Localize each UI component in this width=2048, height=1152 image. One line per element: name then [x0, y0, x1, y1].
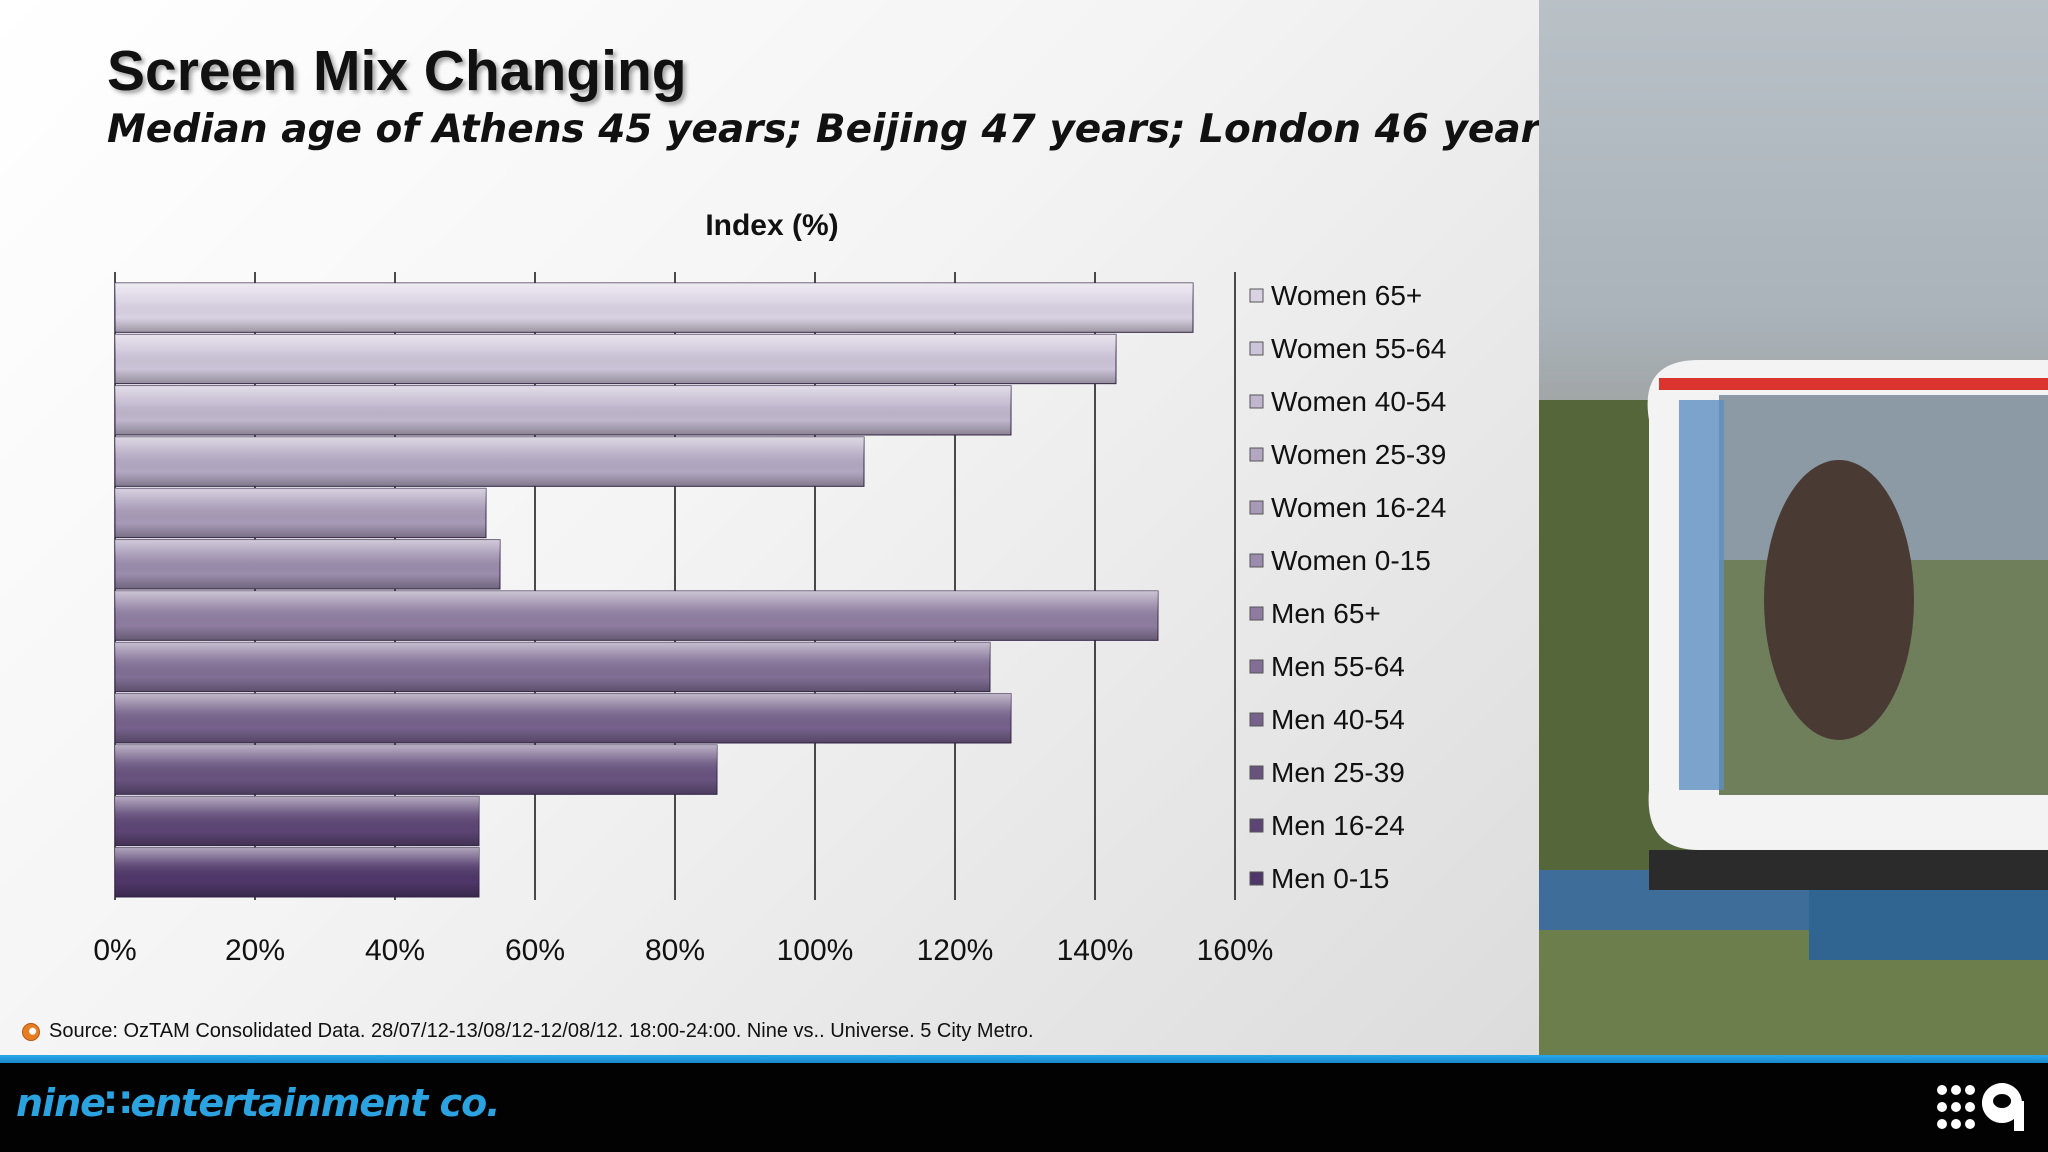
bar-shine [115, 693, 1011, 743]
bar-shine [115, 796, 479, 846]
legend-label: Women 55-64 [1271, 333, 1446, 364]
footer-bar: nine∷entertainment co. [0, 1063, 2048, 1152]
legend-swatch [1249, 341, 1264, 356]
legend-swatch [1249, 765, 1264, 780]
source-note: Source: OzTAM Consolidated Data. 28/07/1… [22, 1020, 1034, 1043]
bar-shine [115, 334, 1116, 384]
legend-swatch [1249, 500, 1264, 515]
legend-swatch [1249, 659, 1264, 674]
legend-label: Men 65+ [1271, 598, 1381, 629]
legend-label: Women 16-24 [1271, 492, 1446, 523]
legend-swatch [1249, 712, 1264, 727]
legend-label: Women 40-54 [1271, 386, 1446, 417]
legend-swatch [1249, 288, 1264, 303]
legend-label: Men 16-24 [1271, 810, 1405, 841]
legend-swatch [1249, 871, 1264, 886]
legend-swatch [1249, 606, 1264, 621]
legend-label: Women 0-15 [1271, 545, 1431, 576]
bar-shine [115, 591, 1158, 641]
legend-swatch [1249, 553, 1264, 568]
x-tick-label: 0% [93, 934, 136, 967]
olympic-big-screen-photo [1539, 0, 2048, 1055]
bar-shine [115, 385, 1011, 435]
bar-shine [115, 488, 486, 538]
x-tick-label: 160% [1197, 934, 1274, 967]
brand-name: nine∷entertainment co. [16, 1081, 501, 1125]
x-tick-label: 120% [917, 934, 994, 967]
x-tick-label: 40% [365, 934, 425, 967]
bar-shine [115, 847, 479, 897]
legend-swatch [1249, 394, 1264, 409]
index-bar-chart: Index (%) 0% 20% 40% 60% 80% 100% 120% 140% 160%… [93, 209, 1446, 967]
legend-swatch [1249, 447, 1264, 462]
x-tick-label: 140% [1057, 934, 1134, 967]
bar-shine [115, 437, 864, 487]
bar-shine [115, 745, 717, 795]
x-tick-label: 80% [645, 934, 705, 967]
bar-shine [115, 642, 990, 692]
legend-label: Men 0-15 [1271, 863, 1389, 894]
source-icon [22, 1022, 40, 1041]
footer-divider [0, 1055, 2048, 1063]
x-tick-label: 20% [225, 934, 285, 967]
legend-label: Women 65+ [1271, 280, 1422, 311]
legend-label: Men 40-54 [1271, 704, 1405, 735]
bar-shine [115, 539, 500, 589]
big-screen-photo-illustration [1539, 360, 2048, 1055]
legend-label: Men 55-64 [1271, 651, 1405, 682]
slide-subtitle: Median age of Athens 45 years; Beijing 4… [107, 107, 1564, 152]
slide-title: Screen Mix Changing [107, 39, 687, 103]
legend-label: Women 25-39 [1271, 439, 1446, 470]
chart-title: Index (%) [705, 209, 838, 242]
slide-area: Screen Mix Changing Median age of Athens… [0, 0, 1563, 1055]
x-tick-label: 60% [505, 934, 565, 967]
nine-network-logo-icon [1937, 1083, 2024, 1131]
source-text: Source: OzTAM Consolidated Data. 28/07/1… [49, 1020, 1034, 1042]
x-tick-label: 100% [777, 934, 854, 967]
bar-shine [115, 283, 1193, 333]
legend-swatch [1249, 818, 1264, 833]
legend-label: Men 25-39 [1271, 757, 1405, 788]
